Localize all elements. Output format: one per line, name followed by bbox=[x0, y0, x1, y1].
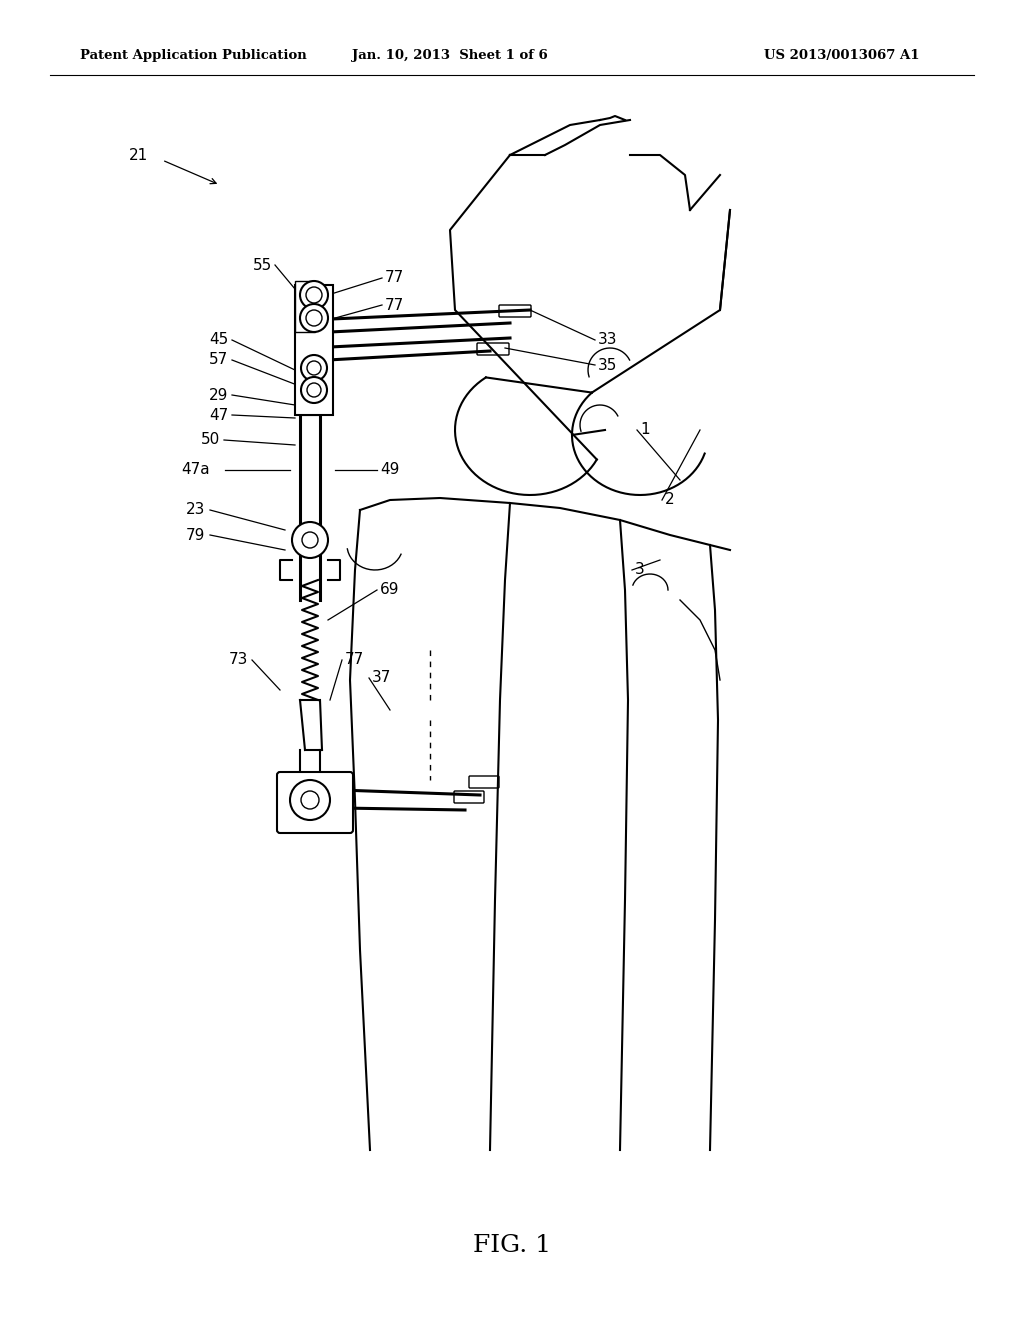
FancyBboxPatch shape bbox=[499, 305, 531, 317]
Circle shape bbox=[307, 383, 321, 397]
Circle shape bbox=[301, 378, 327, 403]
FancyBboxPatch shape bbox=[278, 772, 353, 833]
Text: 55: 55 bbox=[253, 257, 272, 272]
Text: 1: 1 bbox=[640, 422, 649, 437]
Text: 69: 69 bbox=[380, 582, 399, 598]
Text: Patent Application Publication: Patent Application Publication bbox=[80, 49, 307, 62]
Circle shape bbox=[290, 780, 330, 820]
Text: 57: 57 bbox=[209, 352, 228, 367]
Text: US 2013/0013067 A1: US 2013/0013067 A1 bbox=[765, 49, 920, 62]
Text: 29: 29 bbox=[209, 388, 228, 403]
Text: 77: 77 bbox=[385, 297, 404, 313]
FancyBboxPatch shape bbox=[477, 343, 509, 355]
Circle shape bbox=[306, 310, 322, 326]
FancyBboxPatch shape bbox=[454, 791, 484, 803]
Text: 49: 49 bbox=[380, 462, 399, 478]
Text: 77: 77 bbox=[385, 271, 404, 285]
Circle shape bbox=[300, 304, 328, 333]
Text: Jan. 10, 2013  Sheet 1 of 6: Jan. 10, 2013 Sheet 1 of 6 bbox=[352, 49, 548, 62]
Bar bbox=[295, 281, 315, 333]
Text: FIG. 1: FIG. 1 bbox=[473, 1233, 551, 1257]
Circle shape bbox=[300, 281, 328, 309]
Circle shape bbox=[302, 532, 318, 548]
Text: 50: 50 bbox=[201, 433, 220, 447]
Text: 21: 21 bbox=[129, 148, 148, 162]
Text: 23: 23 bbox=[185, 503, 205, 517]
Text: 35: 35 bbox=[598, 358, 617, 372]
Text: 79: 79 bbox=[185, 528, 205, 543]
Text: 45: 45 bbox=[209, 333, 228, 347]
Circle shape bbox=[301, 791, 319, 809]
Text: 47: 47 bbox=[209, 408, 228, 422]
Text: 77: 77 bbox=[345, 652, 365, 668]
Text: 2: 2 bbox=[665, 492, 675, 507]
Text: 37: 37 bbox=[372, 671, 391, 685]
FancyBboxPatch shape bbox=[469, 776, 499, 788]
Circle shape bbox=[307, 360, 321, 375]
Bar bbox=[295, 285, 333, 414]
Circle shape bbox=[306, 286, 322, 304]
Circle shape bbox=[292, 521, 328, 558]
Text: 47a: 47a bbox=[181, 462, 210, 478]
Text: 3: 3 bbox=[635, 562, 645, 578]
Text: 33: 33 bbox=[598, 333, 617, 347]
Circle shape bbox=[301, 355, 327, 381]
Text: 73: 73 bbox=[228, 652, 248, 668]
